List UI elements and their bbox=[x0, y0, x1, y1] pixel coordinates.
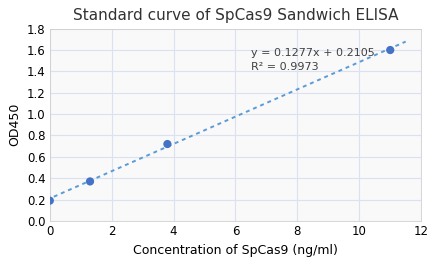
Point bbox=[46, 198, 53, 203]
X-axis label: Concentration of SpCas9 (ng/ml): Concentration of SpCas9 (ng/ml) bbox=[133, 244, 338, 257]
Point bbox=[164, 142, 171, 146]
Point bbox=[387, 48, 394, 52]
Text: y = 0.1277x + 0.2105: y = 0.1277x + 0.2105 bbox=[251, 48, 375, 58]
Point bbox=[87, 179, 94, 184]
Title: Standard curve of SpCas9 Sandwich ELISA: Standard curve of SpCas9 Sandwich ELISA bbox=[73, 8, 398, 23]
Y-axis label: OD450: OD450 bbox=[8, 103, 21, 147]
Text: R² = 0.9973: R² = 0.9973 bbox=[251, 62, 319, 72]
